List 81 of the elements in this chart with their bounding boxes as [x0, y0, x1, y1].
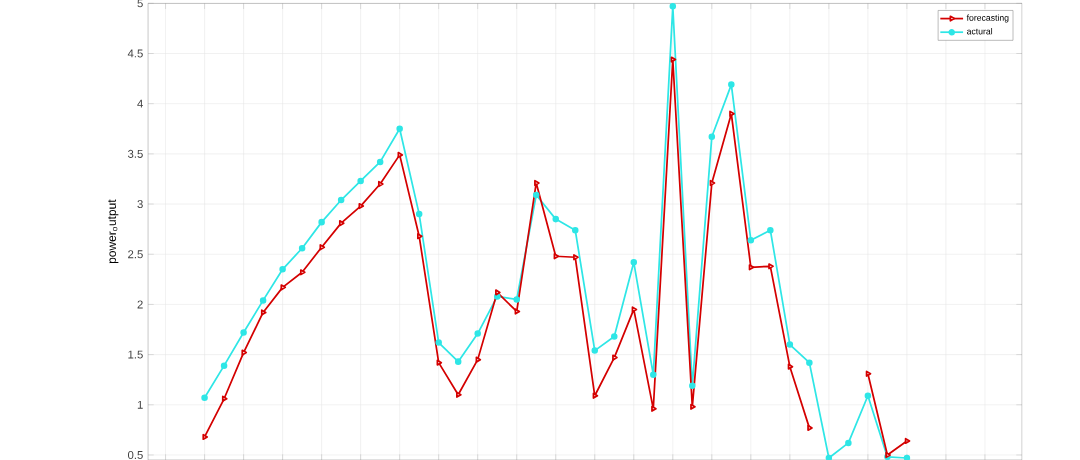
point [415, 210, 423, 218]
point [357, 177, 364, 185]
point [864, 392, 872, 400]
point [416, 233, 423, 240]
point [747, 236, 755, 244]
point [630, 259, 638, 266]
point [592, 392, 599, 399]
y-tick-label: 4.5 [127, 49, 143, 58]
point [513, 296, 520, 303]
point [553, 253, 560, 260]
point [259, 297, 267, 304]
point [280, 284, 287, 291]
point [436, 359, 443, 366]
point [397, 151, 404, 159]
y-tick-label: 5 [137, 0, 143, 8]
point [514, 308, 521, 315]
y-tick-label: 1.5 [128, 350, 143, 359]
point [299, 269, 306, 276]
point [729, 110, 735, 117]
point [787, 363, 794, 370]
point [807, 424, 813, 432]
point [651, 405, 657, 412]
point [435, 339, 442, 346]
y-tick-label: 2 [137, 300, 143, 309]
point [748, 264, 755, 271]
point [474, 330, 481, 337]
point [591, 347, 599, 354]
point [221, 395, 228, 402]
point [337, 196, 345, 204]
point [786, 341, 794, 348]
point [298, 244, 306, 252]
point [709, 179, 716, 187]
point [631, 306, 638, 313]
point [279, 266, 286, 273]
point [670, 56, 677, 63]
point [201, 394, 208, 402]
point [456, 391, 462, 398]
y-axis-title: power$_{o}$utput [108, 199, 119, 264]
point [689, 382, 696, 389]
y-tick-label: 1 [137, 400, 143, 409]
point [768, 263, 774, 270]
legend-label: actural [966, 28, 993, 35]
point [241, 349, 248, 356]
y-tick-label: 4 [137, 99, 143, 108]
y-tick-label: 3 [137, 200, 143, 209]
point [338, 219, 345, 227]
point [690, 403, 696, 410]
point [573, 254, 579, 261]
point [571, 226, 579, 234]
y-tick-label: 2.5 [128, 250, 143, 259]
point [904, 437, 911, 445]
point [318, 218, 325, 226]
point [396, 125, 403, 133]
point [240, 329, 247, 336]
point [650, 371, 657, 378]
point [377, 180, 384, 188]
point [376, 158, 384, 166]
point [532, 191, 540, 199]
point [319, 244, 326, 251]
point [845, 439, 852, 447]
point [611, 333, 618, 340]
y-tick-label: 3.5 [127, 149, 143, 158]
point [767, 226, 774, 234]
point [220, 362, 228, 369]
point [806, 359, 813, 366]
point [708, 133, 716, 141]
point [865, 370, 872, 377]
point [454, 358, 462, 365]
point [612, 354, 618, 361]
point [475, 356, 482, 363]
point [358, 202, 365, 210]
point [669, 3, 677, 10]
legend-label: forecasting [966, 14, 1009, 23]
y-tick-label: 0.5 [127, 450, 143, 459]
point [728, 81, 735, 88]
point [495, 289, 501, 296]
point [202, 433, 209, 441]
point [260, 309, 267, 316]
point [534, 179, 540, 187]
point [552, 215, 560, 223]
point [493, 293, 501, 300]
